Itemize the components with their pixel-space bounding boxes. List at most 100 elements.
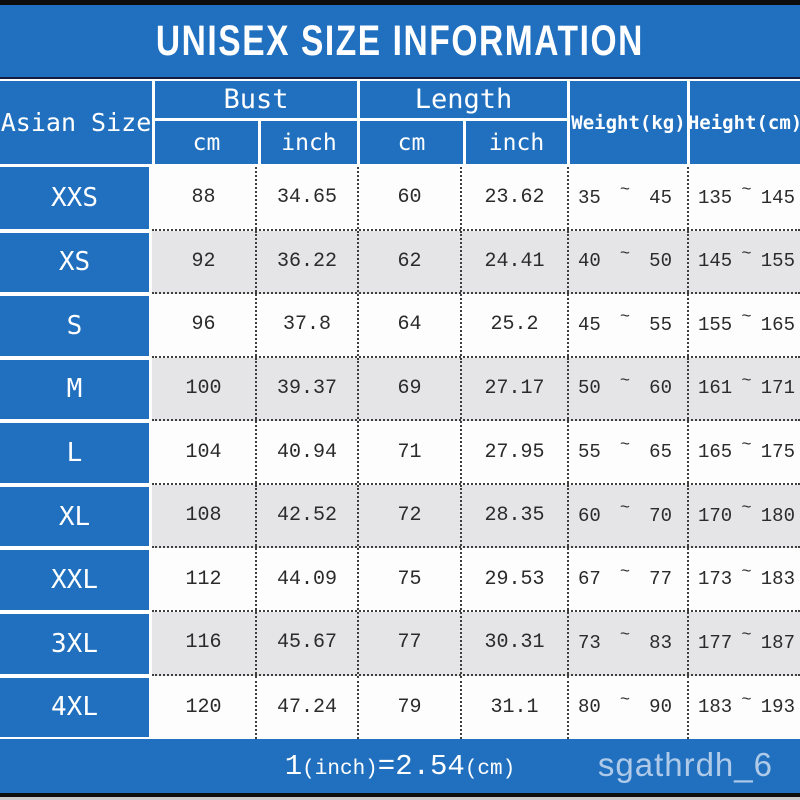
header-weight: Weight(kg)	[567, 81, 687, 164]
row-data: 108 42.52 72 28.35 60 ~ 70 170 ~ 180	[152, 484, 800, 549]
table-row: S 96 37.8 64 25.2 45 ~ 55 155 ~ 165	[0, 294, 800, 358]
tilde-icon: ~	[619, 435, 631, 455]
length-cm-cell: 69	[357, 357, 460, 420]
bust-cm-cell: 120	[185, 695, 222, 719]
note-part: (inch)	[302, 757, 378, 781]
weight-max: 83	[649, 631, 672, 654]
table-row: XL 108 42.52 72 28.35 60 ~ 70 170 ~ 180	[0, 484, 800, 549]
height-max: 171	[760, 377, 795, 400]
row-data: 120 47.24 79 31.1 80 ~ 90 183 ~ 193	[152, 675, 800, 740]
height-range-cell: 170 ~ 180	[687, 484, 800, 547]
length-cm-cell: 75	[357, 548, 460, 610]
row-data: 92 36.22 62 24.41 40 ~ 50 145 ~ 155	[152, 230, 800, 295]
tilde-icon: ~	[741, 244, 752, 264]
weight-max: 70	[649, 504, 672, 527]
note-part: 1	[284, 749, 303, 783]
length-inch-cell: 24.41	[460, 230, 567, 293]
bust-cm-cell: 92	[191, 249, 216, 273]
tilde-icon: ~	[741, 499, 752, 519]
bottom-gray-strip	[0, 797, 800, 800]
header-bust-cm: cm	[192, 129, 221, 156]
tilde-icon: ~	[619, 371, 631, 391]
weight-min: 35	[578, 186, 601, 209]
height-range-cell: 145 ~ 155	[687, 230, 800, 293]
tilde-icon: ~	[619, 308, 631, 328]
row-data: 96 37.8 64 25.2 45 ~ 55 155 ~ 165	[152, 294, 800, 358]
bust-inch-cell: 36.22	[255, 230, 357, 293]
length-cm-cell: 72	[357, 484, 460, 547]
table-row: 4XL 120 47.24 79 31.1 80 ~ 90 183 ~ 193	[0, 675, 800, 740]
bust-inch-cell: 47.24	[255, 675, 357, 740]
height-min: 155	[698, 313, 733, 336]
weight-range-cell: 60 ~ 70	[567, 484, 687, 547]
note-part: 2.54	[395, 749, 465, 783]
height-range-cell: 177 ~ 187	[687, 611, 800, 674]
weight-range-cell: 80 ~ 90	[567, 675, 687, 740]
weight-range-cell: 67 ~ 77	[567, 548, 687, 610]
tilde-icon: ~	[619, 562, 631, 582]
top-black-bar	[0, 0, 800, 5]
tilde-icon: ~	[741, 308, 752, 328]
length-inch-cell: 30.31	[460, 611, 567, 674]
tilde-icon: ~	[619, 690, 631, 710]
row-data: 112 44.09 75 29.53 67 ~ 77 173 ~ 183	[152, 548, 800, 612]
table-row: L 104 40.94 71 27.95 55 ~ 65 165 ~ 175	[0, 421, 800, 485]
height-min: 165	[698, 441, 733, 464]
weight-max: 77	[649, 568, 672, 591]
weight-max: 65	[649, 441, 672, 464]
weight-range-cell: 55 ~ 65	[567, 421, 687, 483]
weight-range-cell: 35 ~ 45	[567, 167, 687, 229]
bust-inch-cell: 40.94	[255, 421, 357, 483]
size-label-cell: XL	[0, 484, 152, 549]
header-height: Height(cm)	[687, 81, 800, 164]
height-min: 170	[698, 504, 733, 527]
height-range-cell: 173 ~ 183	[687, 548, 800, 610]
weight-min: 67	[578, 568, 601, 591]
bust-inch-cell: 34.65	[255, 167, 357, 229]
size-label-cell: S	[0, 294, 152, 358]
height-range-cell: 165 ~ 175	[687, 421, 800, 483]
height-max: 187	[760, 631, 795, 654]
length-inch-cell: 25.2	[460, 294, 567, 356]
title-band: UNISEX SIZE INFORMATION	[0, 5, 800, 77]
bust-cm-cell: 100	[185, 376, 222, 400]
header-asian-size: Asian Size	[0, 108, 152, 137]
header-bust-inch: inch	[258, 121, 357, 164]
title-divider-dark	[0, 77, 800, 79]
weight-range-cell: 73 ~ 83	[567, 611, 687, 674]
tilde-icon: ~	[741, 626, 752, 646]
table-row: M 100 39.37 69 27.17 50 ~ 60 161 ~ 171	[0, 357, 800, 422]
bust-cm-cell: 112	[185, 567, 222, 591]
height-min: 183	[698, 696, 733, 719]
height-min: 177	[698, 631, 733, 654]
length-inch-cell: 28.35	[460, 484, 567, 547]
bust-cm-cell: 108	[185, 504, 222, 528]
bust-cm-cell: 104	[185, 440, 222, 464]
height-min: 161	[698, 377, 733, 400]
tilde-icon: ~	[741, 562, 752, 582]
height-min: 145	[698, 250, 733, 273]
weight-max: 60	[649, 377, 672, 400]
table-header: Asian Size Bust cm inch Length cm inch W…	[0, 81, 800, 167]
weight-min: 40	[578, 250, 601, 273]
title-divider-light	[0, 79, 800, 81]
weight-min: 80	[578, 696, 601, 719]
watermark: sgathrdh_6	[597, 746, 773, 783]
tilde-icon: ~	[619, 626, 631, 646]
size-table-body: XXS 88 34.65 60 23.62 35 ~ 45 135 ~ 145 …	[0, 167, 800, 740]
tilde-icon: ~	[619, 499, 631, 519]
tilde-icon: ~	[619, 181, 631, 201]
length-inch-cell: 29.53	[460, 548, 567, 610]
length-cm-cell: 62	[357, 230, 460, 293]
length-cm-cell: 79	[357, 675, 460, 740]
height-max: 183	[760, 568, 795, 591]
header-length-inch: inch	[463, 121, 567, 164]
height-range-cell: 135 ~ 145	[687, 167, 800, 229]
header-length-label: Length	[360, 81, 567, 121]
height-max: 165	[760, 313, 795, 336]
height-range-cell: 161 ~ 171	[687, 357, 800, 420]
conversion-note: 1 (inch) = 2.54 (cm)	[285, 750, 515, 783]
note-part: (cm)	[464, 757, 516, 781]
note-part: =	[377, 749, 396, 783]
length-cm-cell: 77	[357, 611, 460, 674]
